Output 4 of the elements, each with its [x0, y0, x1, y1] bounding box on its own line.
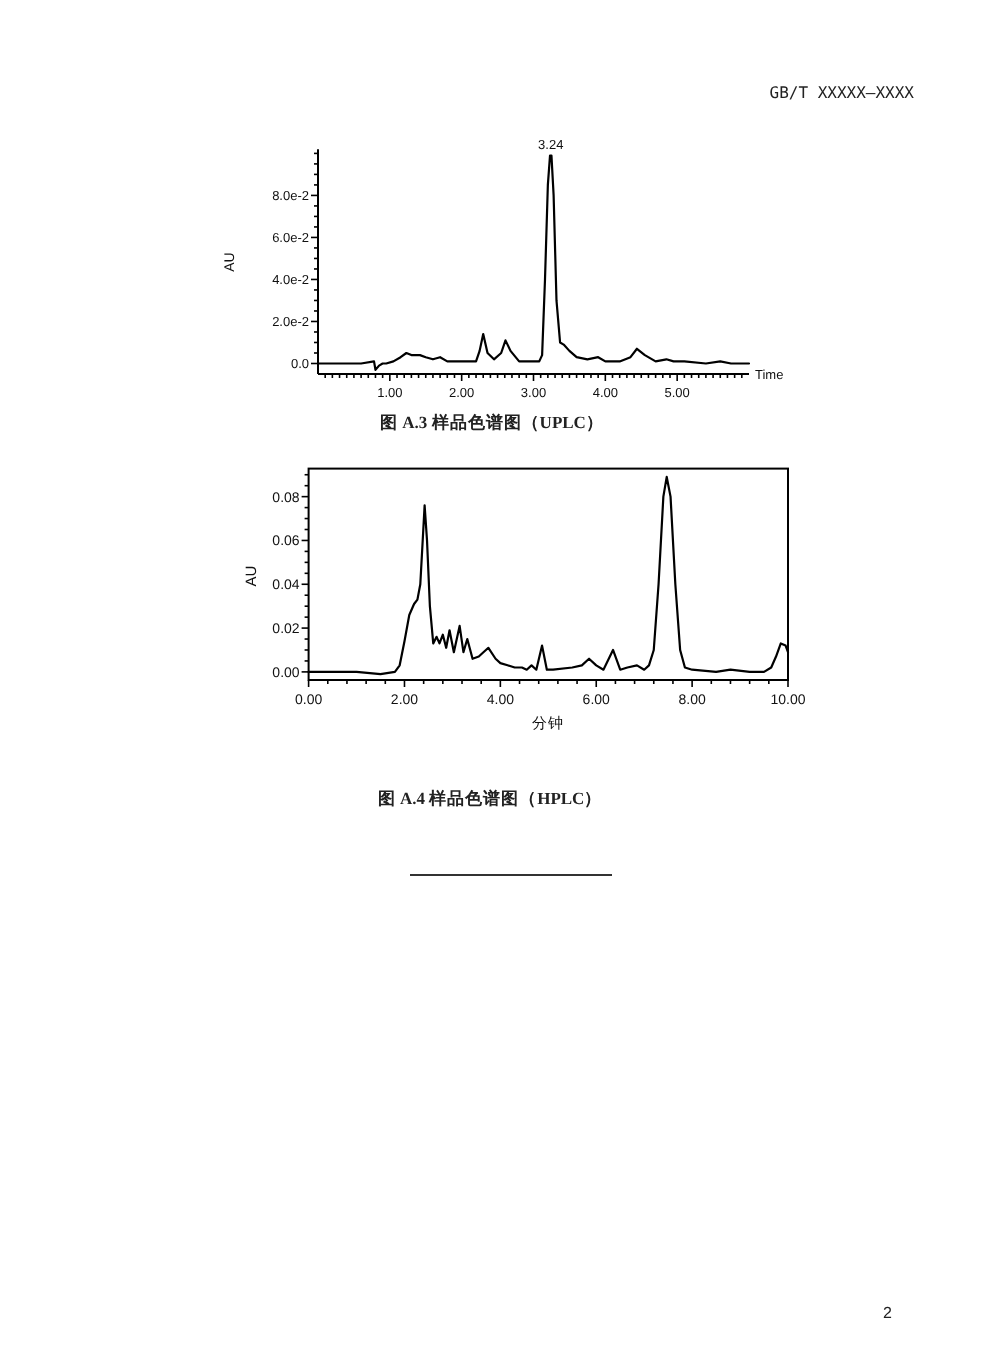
figure-caption: 图 A.4 样品色谱图（HPLC） — [377, 788, 603, 808]
figure-caption: 图 A.3 样品色谱图（UPLC） — [380, 412, 604, 432]
page-note: 2 — [883, 1304, 892, 1322]
page-note: GB/T XXXXX—XXXX — [769, 84, 914, 102]
